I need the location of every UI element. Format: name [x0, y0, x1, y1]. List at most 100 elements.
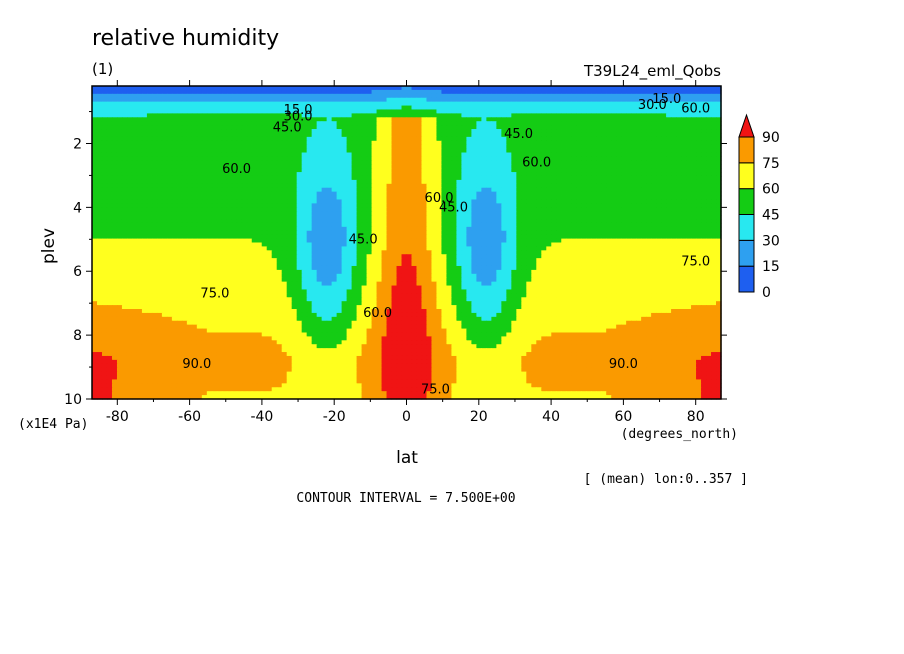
field-cell — [376, 86, 383, 91]
field-cell — [341, 97, 348, 103]
field-cell — [291, 230, 298, 236]
field-cell — [96, 222, 103, 228]
field-cell — [566, 160, 572, 165]
field-cell — [686, 230, 692, 236]
field-cell — [281, 148, 288, 154]
field-cell — [636, 86, 642, 91]
field-cell — [306, 148, 313, 154]
field-cell — [356, 148, 363, 154]
field-cell — [281, 113, 288, 118]
field-cell — [461, 187, 467, 193]
field-cell — [556, 132, 562, 138]
field-cell — [431, 86, 438, 91]
field-cell — [311, 230, 318, 236]
field-cell — [96, 125, 103, 130]
field-cell — [441, 97, 448, 103]
field-cell — [141, 140, 148, 146]
field-cell — [436, 179, 443, 185]
field-cell — [241, 152, 248, 158]
field-cell — [701, 164, 707, 169]
field-cell — [601, 148, 607, 154]
field-cell — [676, 86, 682, 91]
field-cell — [491, 152, 497, 158]
field-cell — [556, 140, 562, 146]
field-cell — [606, 199, 612, 204]
field-cell — [666, 136, 672, 142]
field-cell — [251, 230, 258, 236]
field-cell — [201, 152, 208, 158]
field-cell — [231, 183, 238, 189]
field-cell — [196, 113, 203, 118]
field-cell — [266, 238, 273, 244]
field-cell — [286, 230, 293, 236]
field-cell — [541, 136, 547, 142]
field-cell — [511, 222, 517, 228]
field-cell — [686, 93, 692, 99]
field-cell — [92, 129, 98, 134]
field-cell — [151, 219, 158, 224]
field-cell — [521, 144, 527, 150]
field-cell — [521, 93, 527, 99]
field-cell — [231, 89, 238, 95]
field-cell — [431, 172, 438, 177]
field-cell — [546, 93, 552, 99]
field-cell — [526, 191, 532, 197]
field-cell — [676, 132, 682, 138]
field-cell — [166, 140, 173, 146]
field-cell — [716, 191, 722, 197]
field-cell — [706, 195, 712, 201]
field-cell — [621, 121, 627, 126]
field-cell — [681, 230, 687, 236]
field-cell — [641, 191, 647, 197]
field-cell — [131, 109, 138, 114]
field-cell — [511, 175, 517, 181]
field-cell — [141, 191, 148, 197]
field-cell — [676, 230, 682, 236]
field-cell — [256, 199, 263, 204]
field-cell — [641, 140, 647, 146]
field-cell — [446, 129, 453, 134]
field-cell — [546, 136, 552, 142]
field-cell — [116, 175, 123, 181]
field-cell — [566, 195, 572, 201]
field-cell — [446, 195, 453, 201]
field-cell — [251, 121, 258, 126]
field-cell — [276, 117, 283, 122]
field-cell — [196, 136, 203, 142]
field-cell — [366, 175, 373, 181]
field-cell — [491, 160, 497, 165]
field-cell — [406, 152, 413, 158]
field-cell — [331, 164, 338, 169]
field-cell — [666, 144, 672, 150]
field-cell — [466, 211, 472, 216]
field-cell — [161, 129, 168, 134]
field-cell — [126, 234, 133, 240]
field-cell — [461, 215, 467, 220]
field-cell — [671, 132, 677, 138]
field-cell — [501, 172, 507, 177]
field-cell — [621, 191, 627, 197]
field-cell — [471, 172, 477, 177]
field-cell — [196, 129, 203, 134]
field-cell — [101, 125, 108, 130]
field-cell — [376, 89, 383, 95]
field-cell — [656, 164, 662, 169]
field-cell — [386, 136, 393, 142]
field-cell — [321, 101, 328, 107]
field-cell — [92, 148, 98, 154]
field-cell — [92, 203, 98, 208]
field-cell — [606, 234, 612, 240]
field-cell — [566, 101, 572, 107]
field-cell — [691, 222, 697, 228]
field-cell — [486, 89, 492, 95]
field-cell — [301, 152, 308, 158]
field-cell — [196, 179, 203, 185]
field-cell — [476, 140, 482, 146]
field-cell — [326, 160, 333, 165]
field-cell — [591, 129, 597, 134]
field-cell — [606, 222, 612, 228]
field-cell — [496, 183, 502, 189]
field-cell — [241, 148, 248, 154]
field-cell — [166, 191, 173, 197]
field-cell — [301, 148, 308, 154]
